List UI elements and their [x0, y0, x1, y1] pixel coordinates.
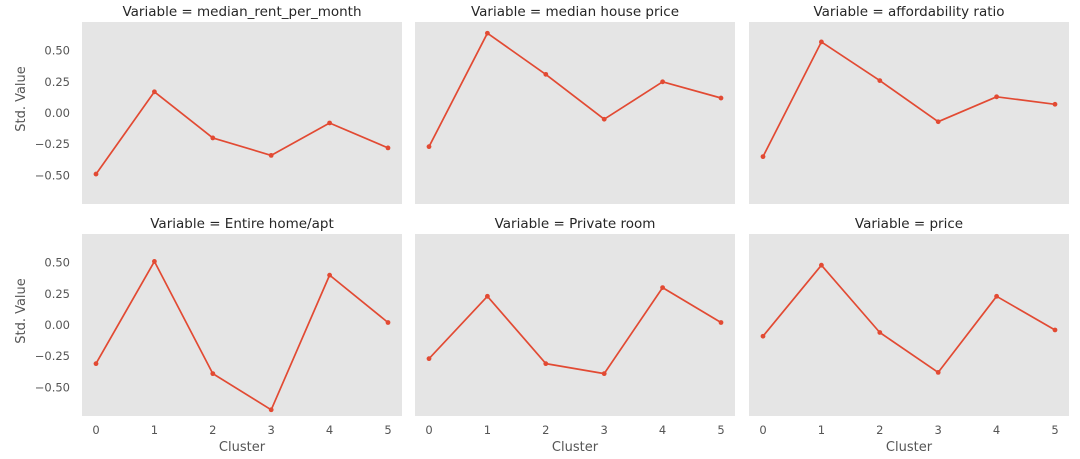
y-tick-label: 0.25	[44, 75, 70, 89]
data-point	[877, 330, 883, 335]
panel-background-2	[749, 22, 1069, 204]
x-tick-label: 3	[935, 423, 942, 437]
data-point	[660, 285, 665, 291]
x-tick-label: 5	[1051, 423, 1058, 437]
data-point	[426, 356, 432, 362]
data-point	[660, 79, 665, 85]
x-tick-label: 0	[92, 423, 99, 437]
data-point	[718, 95, 724, 101]
y-tick-label: −0.25	[35, 137, 70, 151]
x-tick-label: 1	[484, 423, 491, 437]
data-point	[760, 333, 766, 339]
panel-background-4	[415, 234, 735, 416]
data-point	[385, 320, 391, 325]
data-point	[93, 171, 99, 177]
y-tick-label: 0.50	[44, 44, 70, 58]
x-tick-label: 2	[542, 423, 549, 437]
panel-title-2: Variable = affordability ratio	[813, 4, 1004, 20]
y-tick-label: 0.00	[44, 318, 70, 332]
panel-title-5: Variable = price	[855, 216, 963, 232]
series-line-0	[95, 90, 389, 175]
series-line-3	[95, 260, 389, 411]
data-point	[152, 89, 157, 95]
data-point	[718, 320, 724, 325]
x-tick-label: 5	[717, 423, 724, 437]
y-tick-label: −0.50	[35, 380, 70, 394]
data-point	[268, 407, 274, 413]
y-tick-label: −0.25	[35, 349, 70, 363]
y-axis-label-row-0: Std. Value	[14, 66, 29, 132]
series-line-1	[428, 32, 722, 148]
data-point	[760, 154, 766, 160]
y-tick-label: 0.50	[44, 256, 70, 270]
panel-background-0	[82, 22, 402, 204]
data-point	[327, 120, 332, 126]
x-tick-label: 1	[151, 423, 158, 437]
data-point	[819, 262, 824, 268]
data-point	[543, 361, 549, 367]
x-tick-label: 3	[268, 423, 275, 437]
x-axis-label: Cluster	[886, 440, 933, 455]
data-point	[543, 71, 549, 77]
series-line-5	[762, 264, 1056, 374]
panel-title-0: Variable = median_rent_per_month	[122, 4, 361, 20]
x-axis-label: Cluster	[552, 440, 599, 455]
panel-title-4: Variable = Private room	[495, 216, 656, 232]
data-point	[601, 371, 607, 377]
x-tick-label: 0	[759, 423, 766, 437]
data-point	[385, 145, 391, 151]
panel-background-1	[415, 22, 735, 204]
x-tick-label: 0	[425, 423, 432, 437]
x-tick-label: 1	[818, 423, 825, 437]
x-tick-label: 4	[326, 423, 333, 437]
y-tick-label: 0.00	[44, 106, 70, 120]
data-point	[994, 94, 999, 100]
data-point	[1052, 101, 1058, 107]
data-point	[601, 116, 607, 122]
x-tick-label: 2	[876, 423, 883, 437]
y-axis-label-row-1: Std. Value	[14, 278, 29, 344]
x-tick-label: 2	[209, 423, 216, 437]
y-tick-label: −0.50	[35, 168, 70, 182]
x-tick-label: 5	[384, 423, 391, 437]
panel-title-1: Variable = median house price	[471, 4, 679, 20]
panel-background-5	[749, 234, 1069, 416]
x-tick-label: 3	[601, 423, 608, 437]
x-tick-label: 4	[993, 423, 1000, 437]
y-tick-label: 0.25	[44, 287, 70, 301]
data-point	[327, 272, 332, 278]
data-point	[210, 135, 216, 141]
data-point	[426, 144, 432, 150]
data-point	[485, 30, 490, 36]
x-axis-label: Cluster	[219, 440, 266, 455]
x-tick-label: 4	[659, 423, 666, 437]
data-point	[1052, 327, 1058, 333]
data-point	[210, 371, 216, 377]
data-point	[485, 293, 490, 299]
data-point	[819, 39, 824, 45]
data-point	[93, 361, 99, 367]
data-point	[268, 152, 274, 158]
panel-title-3: Variable = Entire home/apt	[150, 216, 334, 232]
data-point	[877, 78, 883, 83]
panel-background-3	[82, 234, 402, 416]
data-point	[935, 119, 941, 125]
data-point	[935, 369, 941, 375]
data-point	[152, 259, 157, 264]
series-line-4	[428, 286, 722, 375]
series-line-2	[762, 41, 1056, 157]
data-point	[994, 293, 999, 299]
